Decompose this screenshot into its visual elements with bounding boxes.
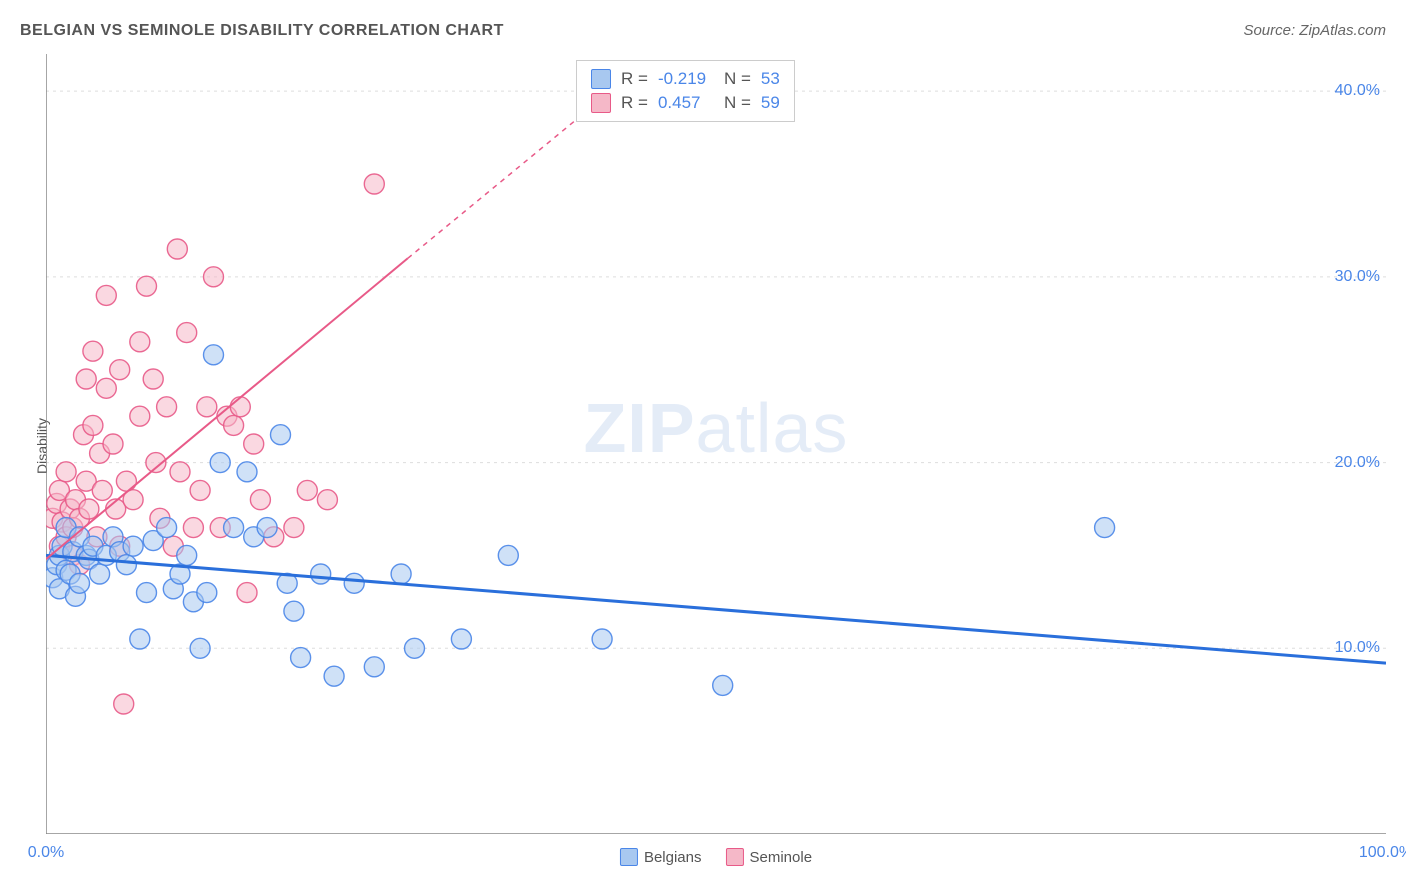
n-value-belgians: 53 (761, 69, 780, 89)
r-value-seminole: 0.457 (658, 93, 714, 113)
source-label: Source: ZipAtlas.com (1243, 22, 1386, 39)
x-tick-label: 100.0% (1359, 844, 1406, 862)
stats-box: R = -0.219 N = 53 R = 0.457 N = 59 (576, 60, 795, 122)
y-tick-label: 20.0% (1335, 454, 1380, 472)
legend-label-seminole: Seminole (750, 849, 813, 866)
n-label: N = (724, 93, 751, 113)
chart-svg (46, 54, 1386, 834)
stats-swatch-belgians (591, 69, 611, 89)
legend-label-belgians: Belgians (644, 849, 702, 866)
n-label: N = (724, 69, 751, 89)
plot-area: ZIPatlas R = -0.219 N = 53 R = 0.457 N =… (46, 54, 1386, 834)
y-tick-label: 30.0% (1335, 268, 1380, 286)
r-label: R = (621, 93, 648, 113)
stats-swatch-seminole (591, 93, 611, 113)
stats-row-seminole: R = 0.457 N = 59 (591, 91, 780, 115)
y-tick-label: 10.0% (1335, 639, 1380, 657)
stats-row-belgians: R = -0.219 N = 53 (591, 67, 780, 91)
y-tick-label: 40.0% (1335, 82, 1380, 100)
legend-swatch-seminole (726, 848, 744, 866)
n-value-seminole: 59 (761, 93, 780, 113)
legend-swatch-belgians (620, 848, 638, 866)
x-tick-label: 0.0% (28, 844, 64, 862)
legend-item-belgians: Belgians (620, 848, 702, 866)
r-label: R = (621, 69, 648, 89)
legend: Belgians Seminole (620, 848, 812, 866)
chart-title: BELGIAN VS SEMINOLE DISABILITY CORRELATI… (20, 22, 504, 40)
legend-item-seminole: Seminole (726, 848, 813, 866)
r-value-belgians: -0.219 (658, 69, 714, 89)
